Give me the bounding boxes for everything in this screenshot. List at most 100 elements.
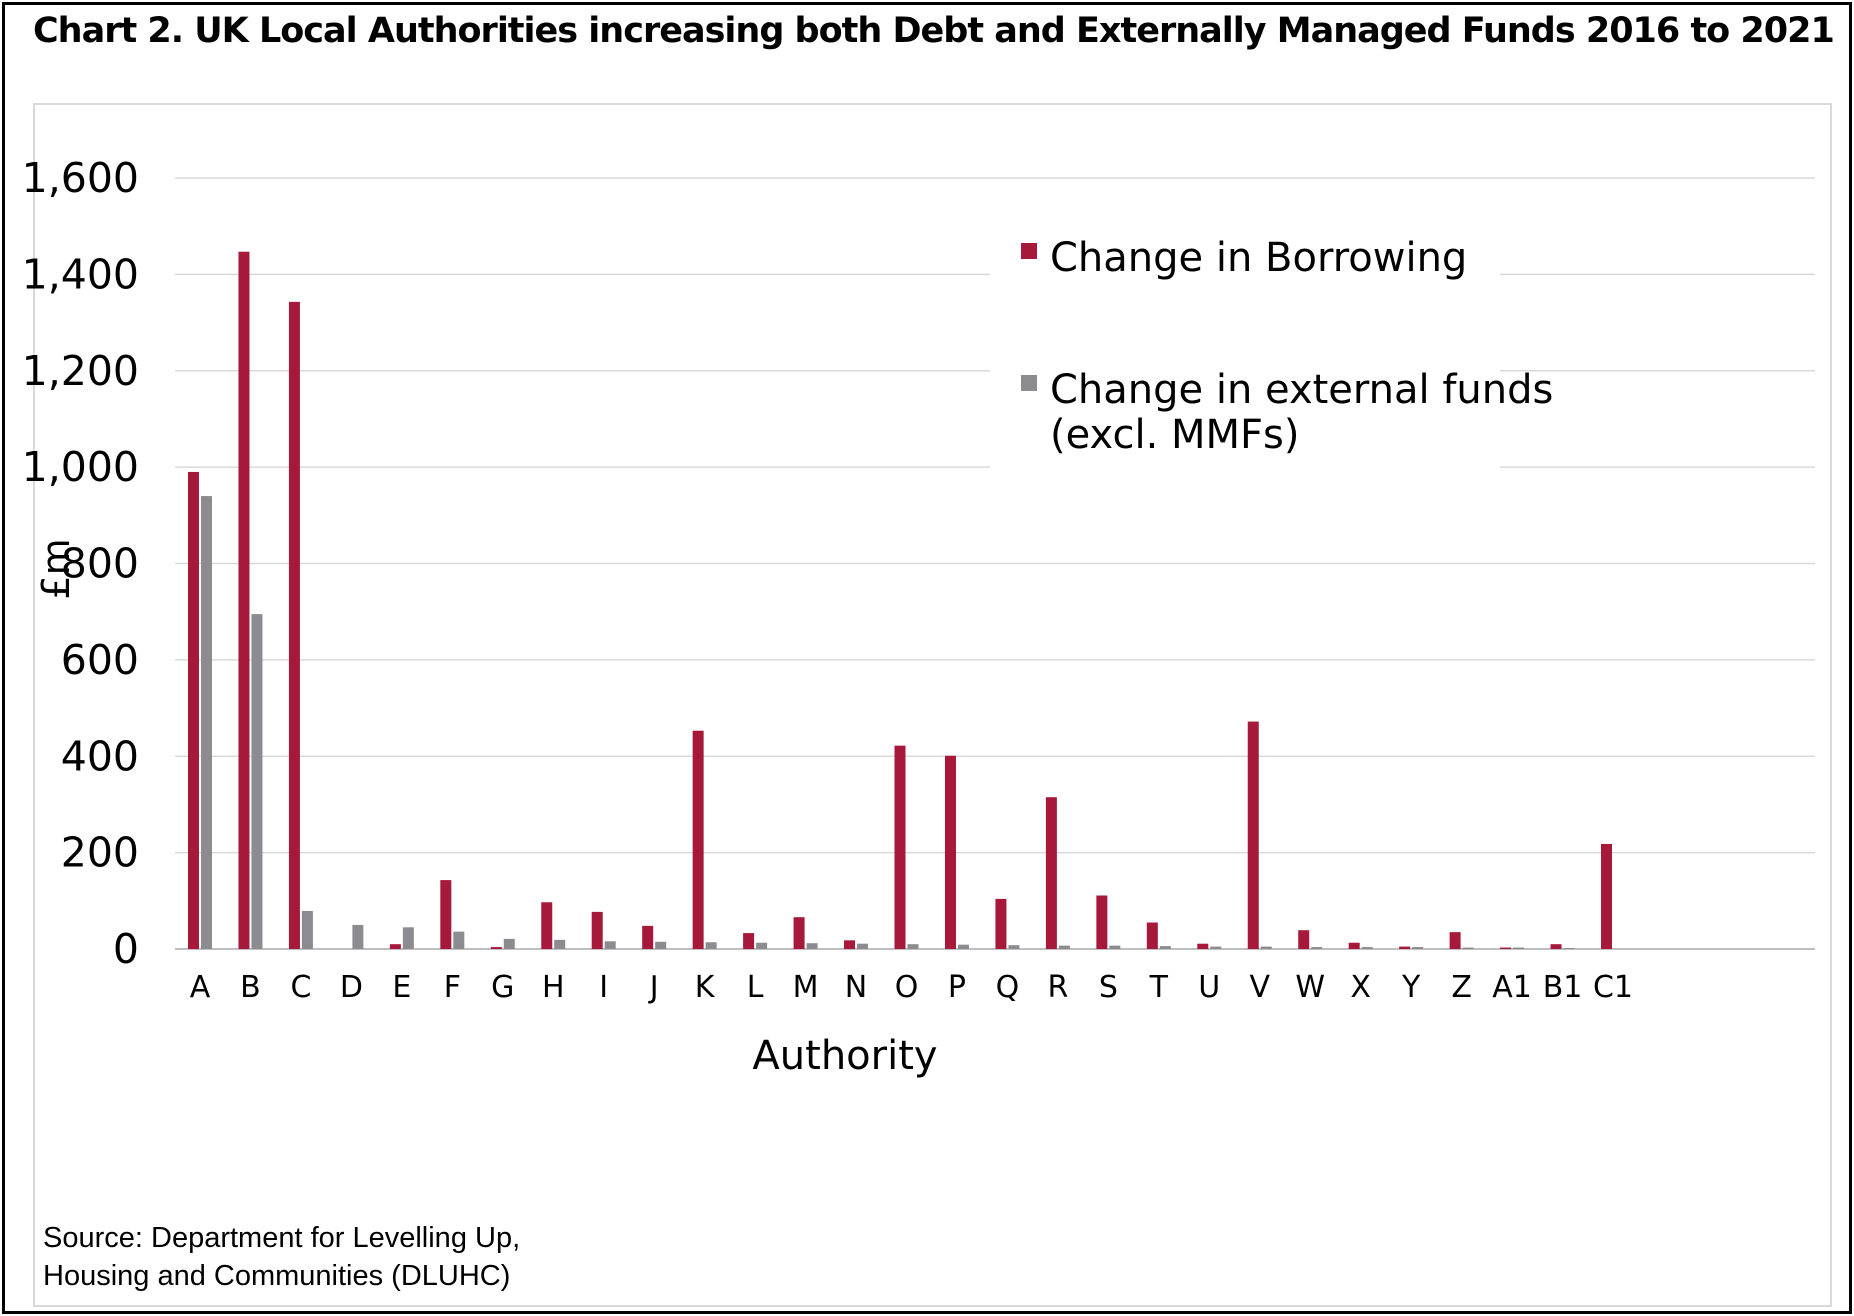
bar-external-funds (554, 939, 566, 949)
y-tick-label: 0 (113, 925, 139, 973)
x-tick-label: H (542, 970, 565, 1005)
bar-external-funds (1008, 945, 1020, 949)
y-tick-label: 600 (61, 636, 139, 684)
legend-background (990, 227, 1500, 477)
source-line-2: Housing and Communities (DLUHC) (43, 1260, 511, 1292)
bar-external-funds (957, 944, 969, 949)
bar-borrowing (1247, 721, 1259, 949)
legend-swatch-external-funds (1021, 375, 1037, 391)
x-tick-label: S (1099, 970, 1118, 1005)
bar-external-funds (655, 941, 667, 949)
bar-external-funds (1412, 947, 1424, 949)
bar-borrowing (743, 933, 755, 949)
bar-borrowing (1449, 932, 1461, 949)
bar-external-funds (301, 910, 313, 949)
bar-borrowing (1298, 930, 1310, 949)
chart-title: Chart 2. UK Local Authorities increasing… (33, 11, 1835, 51)
x-tick-label: P (948, 970, 966, 1005)
source-line-1: Source: Department for Levelling Up, (43, 1222, 521, 1254)
bar-borrowing (1500, 947, 1512, 949)
x-tick-label: O (895, 970, 919, 1005)
x-tick-label: M (793, 970, 819, 1005)
bar-borrowing (1348, 942, 1360, 949)
x-tick-label: X (1350, 970, 1371, 1005)
x-tick-label: Y (1401, 970, 1421, 1005)
y-tick-label: 1,600 (22, 154, 139, 202)
y-tick-label: 1,000 (22, 443, 139, 491)
bar-external-funds (1058, 945, 1070, 949)
bar-external-funds (1159, 946, 1171, 949)
bar-borrowing (288, 301, 300, 949)
bar-external-funds (1563, 948, 1575, 949)
bar-borrowing (1146, 922, 1158, 949)
bar-borrowing (188, 471, 199, 949)
x-tick-label: L (747, 970, 764, 1005)
y-tick-label: 200 (61, 829, 139, 877)
bar-borrowing (1045, 797, 1057, 949)
bar-external-funds (1260, 946, 1272, 949)
legend-label: (excl. MMFs) (1050, 412, 1300, 458)
bar-borrowing (541, 902, 553, 949)
x-tick-label: R (1047, 970, 1068, 1005)
bar-external-funds (806, 943, 818, 949)
x-tick-label: E (392, 970, 411, 1005)
bar-external-funds (604, 941, 616, 949)
legend-label: Change in external funds (1050, 367, 1553, 413)
bar-external-funds (352, 924, 364, 949)
x-tick-label: A (190, 970, 211, 1005)
x-tick-label: U (1198, 970, 1220, 1005)
bar-external-funds (907, 944, 919, 949)
bar-borrowing (1096, 895, 1108, 949)
bar-borrowing (1197, 943, 1209, 949)
x-tick-label: G (491, 970, 514, 1005)
bar-borrowing (440, 880, 452, 949)
bar-borrowing (692, 730, 704, 949)
y-tick-label: 400 (61, 732, 139, 780)
bar-external-funds (1210, 946, 1222, 949)
x-tick-label: Q (996, 970, 1020, 1005)
bar-external-funds (1462, 947, 1474, 949)
bar-chart: 0 200 400 600 800 1,000 1,200 1,400 1,600 A B C D E F G… (22, 154, 1815, 1079)
bar-external-funds (503, 938, 515, 949)
y-tick-label: 1,200 (22, 347, 139, 395)
bar-borrowing (389, 944, 401, 949)
legend-label: Change in Borrowing (1050, 235, 1467, 281)
bar-external-funds (1513, 947, 1525, 949)
x-tick-label: C (290, 970, 311, 1005)
bar-external-funds (857, 943, 869, 949)
x-tick-label: C1 (1593, 970, 1633, 1005)
x-tick-label: A1 (1492, 970, 1532, 1005)
x-tick-label: W (1295, 970, 1325, 1005)
x-tick-label: F (444, 970, 461, 1005)
x-tick-label: B (240, 970, 261, 1005)
bar-borrowing (490, 947, 502, 949)
x-tick-label: Z (1451, 970, 1472, 1005)
x-tick-label: N (845, 970, 867, 1005)
y-tick-label: 800 (61, 540, 139, 588)
bar-external-funds (1311, 947, 1323, 949)
x-tick-label: D (340, 970, 363, 1005)
bar-borrowing (995, 898, 1007, 949)
bar-borrowing (591, 911, 603, 949)
plot-area-border (33, 103, 1832, 1307)
bar-borrowing (844, 940, 856, 949)
bar-borrowing (642, 925, 654, 949)
bar-borrowing (944, 755, 956, 949)
bar-borrowing (238, 251, 250, 949)
x-tick-label: T (1149, 970, 1169, 1005)
bar-external-funds (453, 931, 465, 949)
bar-external-funds (251, 614, 263, 949)
bar-external-funds (402, 927, 414, 949)
bar-borrowing (894, 745, 906, 949)
bar-external-funds (1109, 945, 1121, 949)
bar-borrowing (1601, 843, 1612, 949)
source-note: Source: Department for Levelling Up, Hou… (43, 1219, 520, 1295)
bar-external-funds (705, 942, 717, 949)
legend-swatch-borrowing (1021, 243, 1037, 259)
x-tick-label: I (599, 970, 608, 1005)
x-axis-title: Authority (752, 1033, 937, 1079)
x-tick-label: K (695, 970, 716, 1005)
bar-borrowing (1550, 944, 1562, 949)
x-tick-label: V (1249, 970, 1270, 1005)
